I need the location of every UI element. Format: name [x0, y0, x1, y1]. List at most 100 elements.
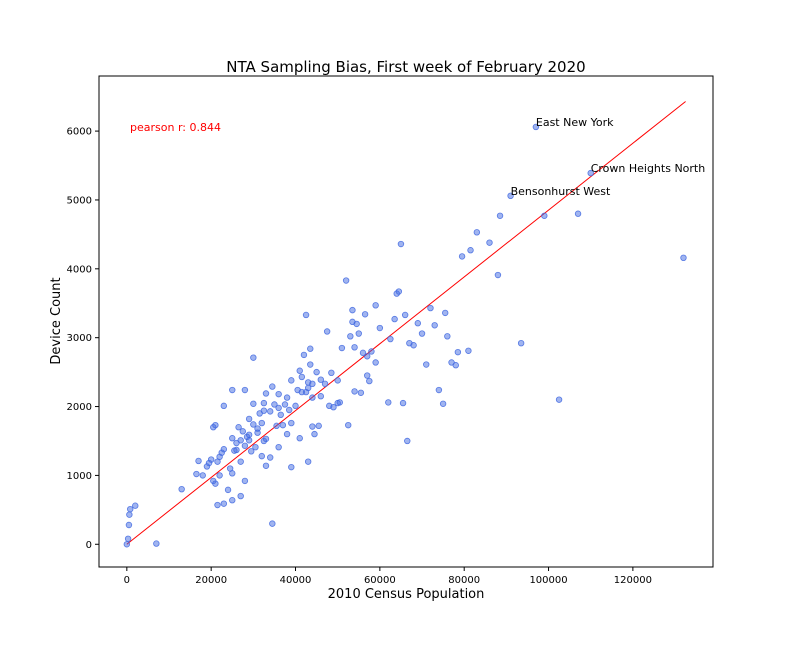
data-point — [317, 393, 325, 400]
data-point — [269, 383, 276, 390]
data-point — [372, 359, 379, 366]
data-point — [288, 419, 295, 427]
data-point — [241, 442, 249, 449]
data-point — [233, 446, 240, 454]
data-point — [427, 304, 434, 312]
data-point — [309, 380, 316, 388]
data-point — [283, 430, 291, 438]
data-point — [237, 458, 244, 465]
data-point — [304, 458, 312, 465]
data-point — [467, 247, 474, 254]
data-point — [262, 390, 270, 397]
y-tick-label: 0 — [86, 540, 92, 551]
data-point — [250, 421, 257, 428]
data-point — [338, 344, 346, 352]
data-point — [315, 422, 322, 430]
data-point — [385, 399, 392, 406]
point-annotation: Crown Heights North — [591, 162, 706, 175]
data-point — [357, 389, 365, 396]
data-point — [245, 431, 253, 438]
data-point — [454, 348, 462, 356]
data-point — [452, 362, 459, 369]
data-point — [285, 406, 293, 414]
data-point — [349, 306, 356, 314]
data-point — [279, 421, 287, 429]
data-point — [296, 435, 303, 442]
data-point — [195, 457, 202, 465]
data-point — [418, 330, 426, 337]
data-point — [345, 421, 352, 429]
data-point — [431, 322, 438, 329]
data-point — [124, 535, 132, 542]
x-tick-label: 40000 — [280, 575, 312, 586]
data-point — [442, 309, 449, 317]
data-point — [376, 324, 384, 332]
data-point — [307, 345, 314, 352]
data-point — [241, 477, 249, 485]
data-point — [353, 320, 360, 328]
data-point — [281, 401, 289, 408]
data-point — [342, 277, 350, 284]
x-tick-label: 100000 — [529, 575, 567, 586]
data-point — [458, 253, 466, 260]
chart-title: NTA Sampling Bias, First week of Februar… — [226, 58, 585, 76]
data-point — [288, 377, 295, 384]
data-point — [277, 411, 284, 419]
data-point — [235, 424, 242, 431]
y-tick-label: 1000 — [67, 471, 92, 482]
data-point — [258, 452, 265, 460]
y-tick-label: 5000 — [67, 195, 92, 206]
data-point — [399, 399, 407, 407]
data-point — [351, 344, 358, 351]
data-point — [395, 288, 403, 295]
data-point — [317, 376, 325, 383]
data-point — [229, 386, 236, 394]
data-point — [126, 511, 133, 518]
data-point — [351, 388, 358, 395]
data-point — [254, 425, 261, 432]
data-point — [229, 470, 236, 477]
data-point — [541, 212, 548, 219]
data-point — [300, 351, 308, 359]
data-point — [364, 372, 371, 379]
data-point — [302, 311, 310, 319]
data-point — [267, 454, 274, 461]
data-point — [359, 349, 367, 357]
data-point — [410, 342, 417, 349]
data-point — [366, 377, 373, 385]
data-point — [193, 470, 200, 478]
data-point — [260, 407, 268, 414]
data-point — [250, 400, 257, 407]
data-point — [517, 339, 525, 347]
data-point — [245, 415, 253, 423]
data-point — [387, 335, 394, 343]
data-point — [212, 421, 219, 429]
data-point — [397, 240, 405, 248]
data-point — [250, 354, 257, 361]
data-point — [292, 402, 299, 410]
data-point — [199, 472, 206, 479]
data-point — [473, 229, 481, 236]
data-point — [347, 333, 354, 340]
data-point — [220, 446, 228, 453]
data-point — [334, 377, 341, 384]
data-point — [355, 330, 362, 337]
y-tick-label: 6000 — [67, 127, 92, 138]
data-point — [207, 456, 215, 463]
data-point — [275, 404, 282, 412]
plot-frame — [98, 75, 714, 568]
data-point — [532, 123, 540, 131]
y-axis-title: Device Count — [49, 277, 64, 364]
annotations-layer: East New York Crown Heights North Bensonhu… — [511, 116, 706, 198]
data-point — [248, 448, 255, 455]
point-annotation: East New York — [536, 116, 614, 129]
data-point — [245, 437, 253, 444]
data-point — [328, 369, 335, 377]
data-point — [229, 497, 236, 504]
data-point — [262, 462, 270, 469]
data-point — [574, 210, 582, 217]
data-point — [680, 254, 687, 262]
data-point — [414, 320, 422, 327]
data-point — [313, 368, 320, 376]
data-point — [178, 485, 185, 493]
